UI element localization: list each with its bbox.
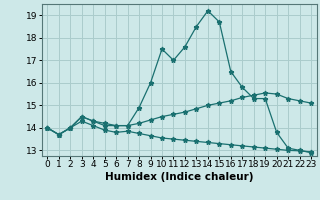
X-axis label: Humidex (Indice chaleur): Humidex (Indice chaleur) (105, 172, 253, 182)
